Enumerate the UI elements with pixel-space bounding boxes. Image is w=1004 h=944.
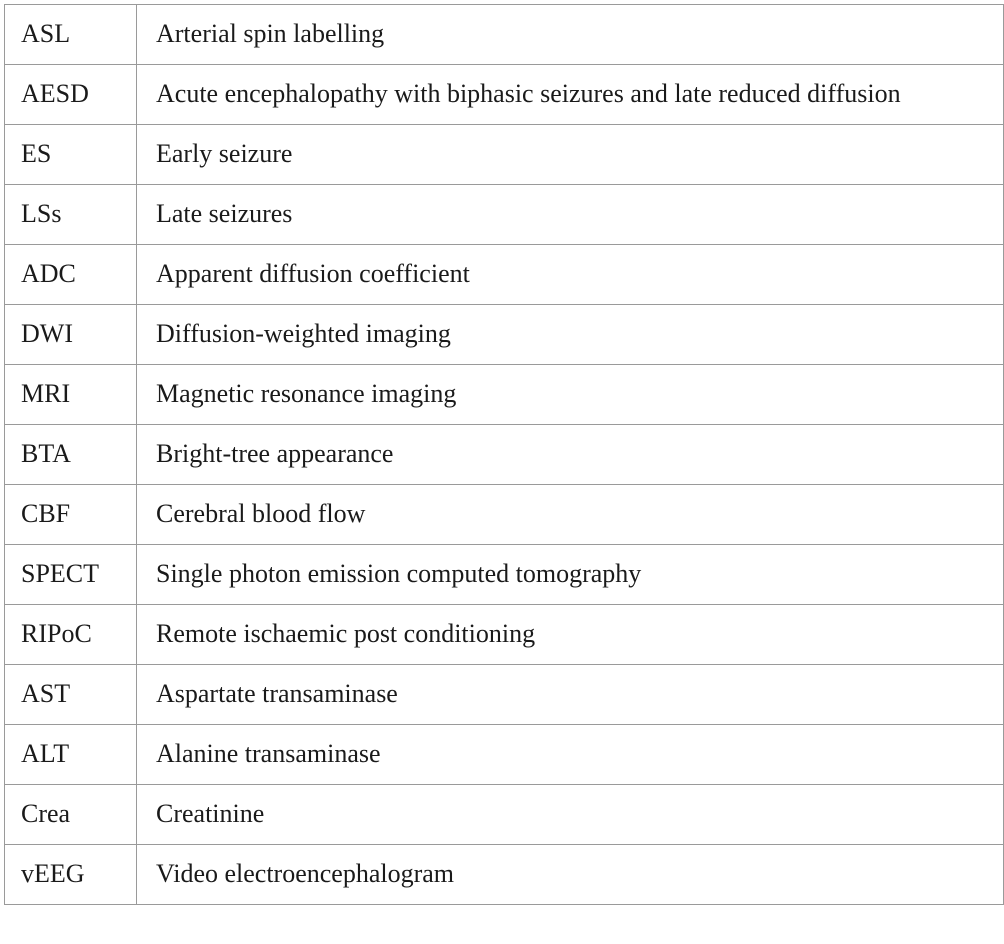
definition-cell: Arterial spin labelling (136, 4, 1004, 65)
definition-cell: Remote ischaemic post conditioning (136, 604, 1004, 665)
definition-cell: Alanine transaminase (136, 724, 1004, 785)
abbreviations-table: ASL Arterial spin labelling AESD Acute e… (4, 4, 1004, 905)
table-row: RIPoC Remote ischaemic post conditioning (4, 604, 1004, 665)
table-row: ALT Alanine transaminase (4, 724, 1004, 785)
abbreviation-cell: BTA (4, 424, 137, 485)
abbreviation-cell: ALT (4, 724, 137, 785)
abbreviation-cell: ASL (4, 4, 137, 65)
table-row: CBF Cerebral blood flow (4, 484, 1004, 545)
definition-cell: Video electroencephalogram (136, 844, 1004, 905)
table-row: LSs Late seizures (4, 184, 1004, 245)
definition-cell: Early seizure (136, 124, 1004, 185)
table-row: SPECT Single photon emission computed to… (4, 544, 1004, 605)
abbreviation-cell: ES (4, 124, 137, 185)
definition-cell: Creatinine (136, 784, 1004, 845)
definition-cell: Acute encephalopathy with biphasic seizu… (136, 64, 1004, 125)
table-row: MRI Magnetic resonance imaging (4, 364, 1004, 425)
table-row: vEEG Video electroencephalogram (4, 844, 1004, 905)
abbreviation-cell: LSs (4, 184, 137, 245)
table-row: ASL Arterial spin labelling (4, 4, 1004, 65)
definition-cell: Apparent diffusion coefficient (136, 244, 1004, 305)
abbreviation-cell: vEEG (4, 844, 137, 905)
definition-cell: Aspartate transaminase (136, 664, 1004, 725)
abbreviation-cell: RIPoC (4, 604, 137, 665)
definition-cell: Single photon emission computed tomograp… (136, 544, 1004, 605)
table-row: Crea Creatinine (4, 784, 1004, 845)
table-row: BTA Bright-tree appearance (4, 424, 1004, 485)
abbreviation-cell: CBF (4, 484, 137, 545)
table-row: ADC Apparent diffusion coefficient (4, 244, 1004, 305)
abbreviation-cell: SPECT (4, 544, 137, 605)
definition-cell: Magnetic resonance imaging (136, 364, 1004, 425)
table-row: AESD Acute encephalopathy with biphasic … (4, 64, 1004, 125)
table-row: AST Aspartate transaminase (4, 664, 1004, 725)
abbreviation-cell: Crea (4, 784, 137, 845)
table-row: DWI Diffusion-weighted imaging (4, 304, 1004, 365)
abbreviation-cell: AST (4, 664, 137, 725)
abbreviation-cell: AESD (4, 64, 137, 125)
table-row: ES Early seizure (4, 124, 1004, 185)
definition-cell: Bright-tree appearance (136, 424, 1004, 485)
definition-cell: Late seizures (136, 184, 1004, 245)
abbreviation-cell: DWI (4, 304, 137, 365)
abbreviation-cell: ADC (4, 244, 137, 305)
definition-cell: Cerebral blood flow (136, 484, 1004, 545)
definition-cell: Diffusion-weighted imaging (136, 304, 1004, 365)
abbreviation-cell: MRI (4, 364, 137, 425)
